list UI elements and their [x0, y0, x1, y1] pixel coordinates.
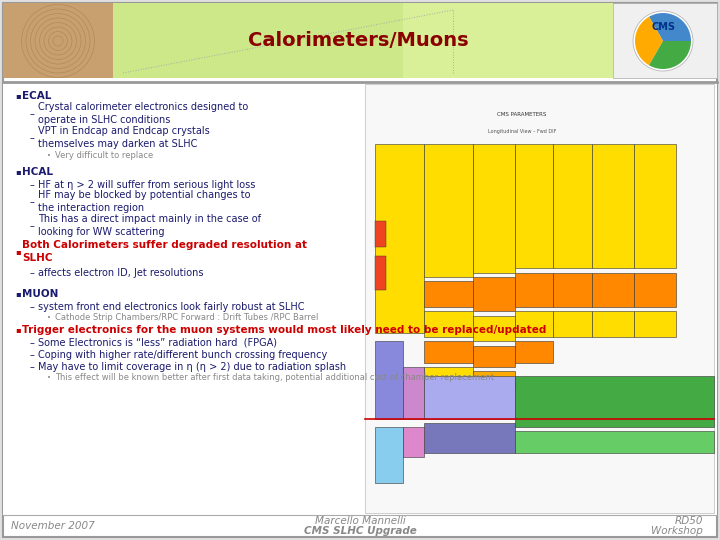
- Text: affects electron ID, Jet resolutions: affects electron ID, Jet resolutions: [38, 268, 204, 278]
- Text: HCAL: HCAL: [22, 167, 53, 177]
- Text: Some Electronics is “less” radiation hard  (FPGA): Some Electronics is “less” radiation har…: [38, 338, 277, 348]
- Text: –: –: [30, 362, 35, 372]
- Text: HF may be blocked by potential changes to
the interaction region: HF may be blocked by potential changes t…: [38, 190, 251, 213]
- Wedge shape: [635, 17, 663, 65]
- Bar: [424, 312, 473, 337]
- Text: Both Calorimeters suffer degraded resolution at
SLHC: Both Calorimeters suffer degraded resolu…: [22, 240, 307, 262]
- Bar: [634, 312, 675, 337]
- Bar: [365, 84, 714, 513]
- Bar: [515, 273, 554, 307]
- Wedge shape: [649, 13, 691, 41]
- Text: Calorimeters/Muons: Calorimeters/Muons: [248, 30, 468, 50]
- Text: ▪: ▪: [15, 325, 21, 334]
- Bar: [473, 346, 515, 367]
- Bar: [554, 273, 592, 307]
- Text: •: •: [47, 153, 51, 159]
- Bar: [375, 255, 386, 290]
- Bar: [375, 144, 424, 333]
- Text: Trigger electronics for the muon systems would most likely need to be replaced/u: Trigger electronics for the muon systems…: [22, 325, 546, 335]
- Bar: [592, 144, 634, 268]
- Text: MUON: MUON: [22, 288, 58, 299]
- Text: –: –: [30, 221, 35, 231]
- Text: CMS PARAMETERS: CMS PARAMETERS: [498, 112, 546, 117]
- Bar: [592, 312, 634, 337]
- Text: –: –: [30, 133, 35, 143]
- Text: Marcello Mannelli: Marcello Mannelli: [315, 516, 405, 526]
- Text: Coping with higher rate/different bunch crossing frequency: Coping with higher rate/different bunch …: [38, 350, 328, 360]
- Text: •: •: [47, 315, 51, 321]
- Bar: [424, 341, 473, 363]
- Bar: [515, 341, 554, 363]
- Bar: [424, 376, 515, 418]
- Bar: [473, 144, 515, 273]
- Bar: [515, 312, 554, 337]
- Bar: [375, 221, 386, 247]
- Bar: [473, 277, 515, 312]
- Text: system front end electronics look fairly robust at SLHC: system front end electronics look fairly…: [38, 302, 305, 312]
- Circle shape: [633, 11, 693, 71]
- Text: •: •: [47, 375, 51, 381]
- Bar: [424, 423, 515, 453]
- Text: Workshop: Workshop: [651, 526, 703, 536]
- Text: –: –: [30, 268, 35, 278]
- Text: This has a direct impact mainly in the case of
looking for WW scattering: This has a direct impact mainly in the c…: [38, 214, 261, 237]
- Text: –: –: [30, 338, 35, 348]
- Bar: [554, 312, 592, 337]
- Bar: [515, 431, 714, 453]
- Text: ▪: ▪: [15, 289, 21, 298]
- Bar: [3, 3, 113, 78]
- Bar: [403, 367, 424, 418]
- Text: –: –: [30, 109, 35, 119]
- Text: ▪: ▪: [15, 167, 21, 176]
- Bar: [375, 427, 403, 483]
- Text: November 2007: November 2007: [11, 521, 95, 531]
- Text: This effect will be known better after first data taking, potential additional c: This effect will be known better after f…: [55, 374, 494, 382]
- Text: Very difficult to replace: Very difficult to replace: [55, 152, 153, 160]
- Text: ▪: ▪: [15, 247, 21, 256]
- Bar: [634, 144, 675, 268]
- Text: RD50: RD50: [675, 516, 703, 526]
- Wedge shape: [649, 41, 691, 69]
- Bar: [424, 144, 473, 277]
- Text: HF at η > 2 will suffer from serious light loss: HF at η > 2 will suffer from serious lig…: [38, 180, 256, 190]
- Text: Cathode Strip Chambers/RPC Forward : Drift Tubes /RPC Barrel: Cathode Strip Chambers/RPC Forward : Dri…: [55, 314, 318, 322]
- Text: May have to limit coverage in η (η > 2) due to radiation splash: May have to limit coverage in η (η > 2) …: [38, 362, 346, 372]
- Text: VPT in Endcap and Endcap crystals
themselves may darken at SLHC: VPT in Endcap and Endcap crystals themse…: [38, 126, 210, 149]
- Text: ▪: ▪: [15, 91, 21, 100]
- Bar: [3, 82, 717, 515]
- Bar: [473, 316, 515, 341]
- Text: –: –: [30, 302, 35, 312]
- Bar: [424, 367, 473, 384]
- Text: –: –: [30, 180, 35, 190]
- Bar: [403, 427, 424, 457]
- Bar: [403, 3, 613, 78]
- Bar: [634, 273, 675, 307]
- Text: Longitudinal View – Fwd DIF: Longitudinal View – Fwd DIF: [488, 129, 557, 134]
- Bar: [515, 376, 714, 427]
- Bar: [592, 273, 634, 307]
- Bar: [515, 144, 554, 268]
- Text: Crystal calorimeter electronics designed to
operate in SLHC conditions: Crystal calorimeter electronics designed…: [38, 102, 248, 125]
- Text: CMS SLHC Upgrade: CMS SLHC Upgrade: [304, 526, 416, 536]
- Bar: [375, 341, 403, 419]
- Bar: [473, 372, 515, 389]
- Text: ECAL: ECAL: [22, 91, 51, 100]
- Text: CMS: CMS: [651, 22, 675, 32]
- Bar: [554, 144, 592, 268]
- Bar: [113, 3, 613, 78]
- Bar: [424, 281, 473, 307]
- Text: –: –: [30, 350, 35, 360]
- Text: –: –: [30, 197, 35, 207]
- Bar: [613, 3, 717, 78]
